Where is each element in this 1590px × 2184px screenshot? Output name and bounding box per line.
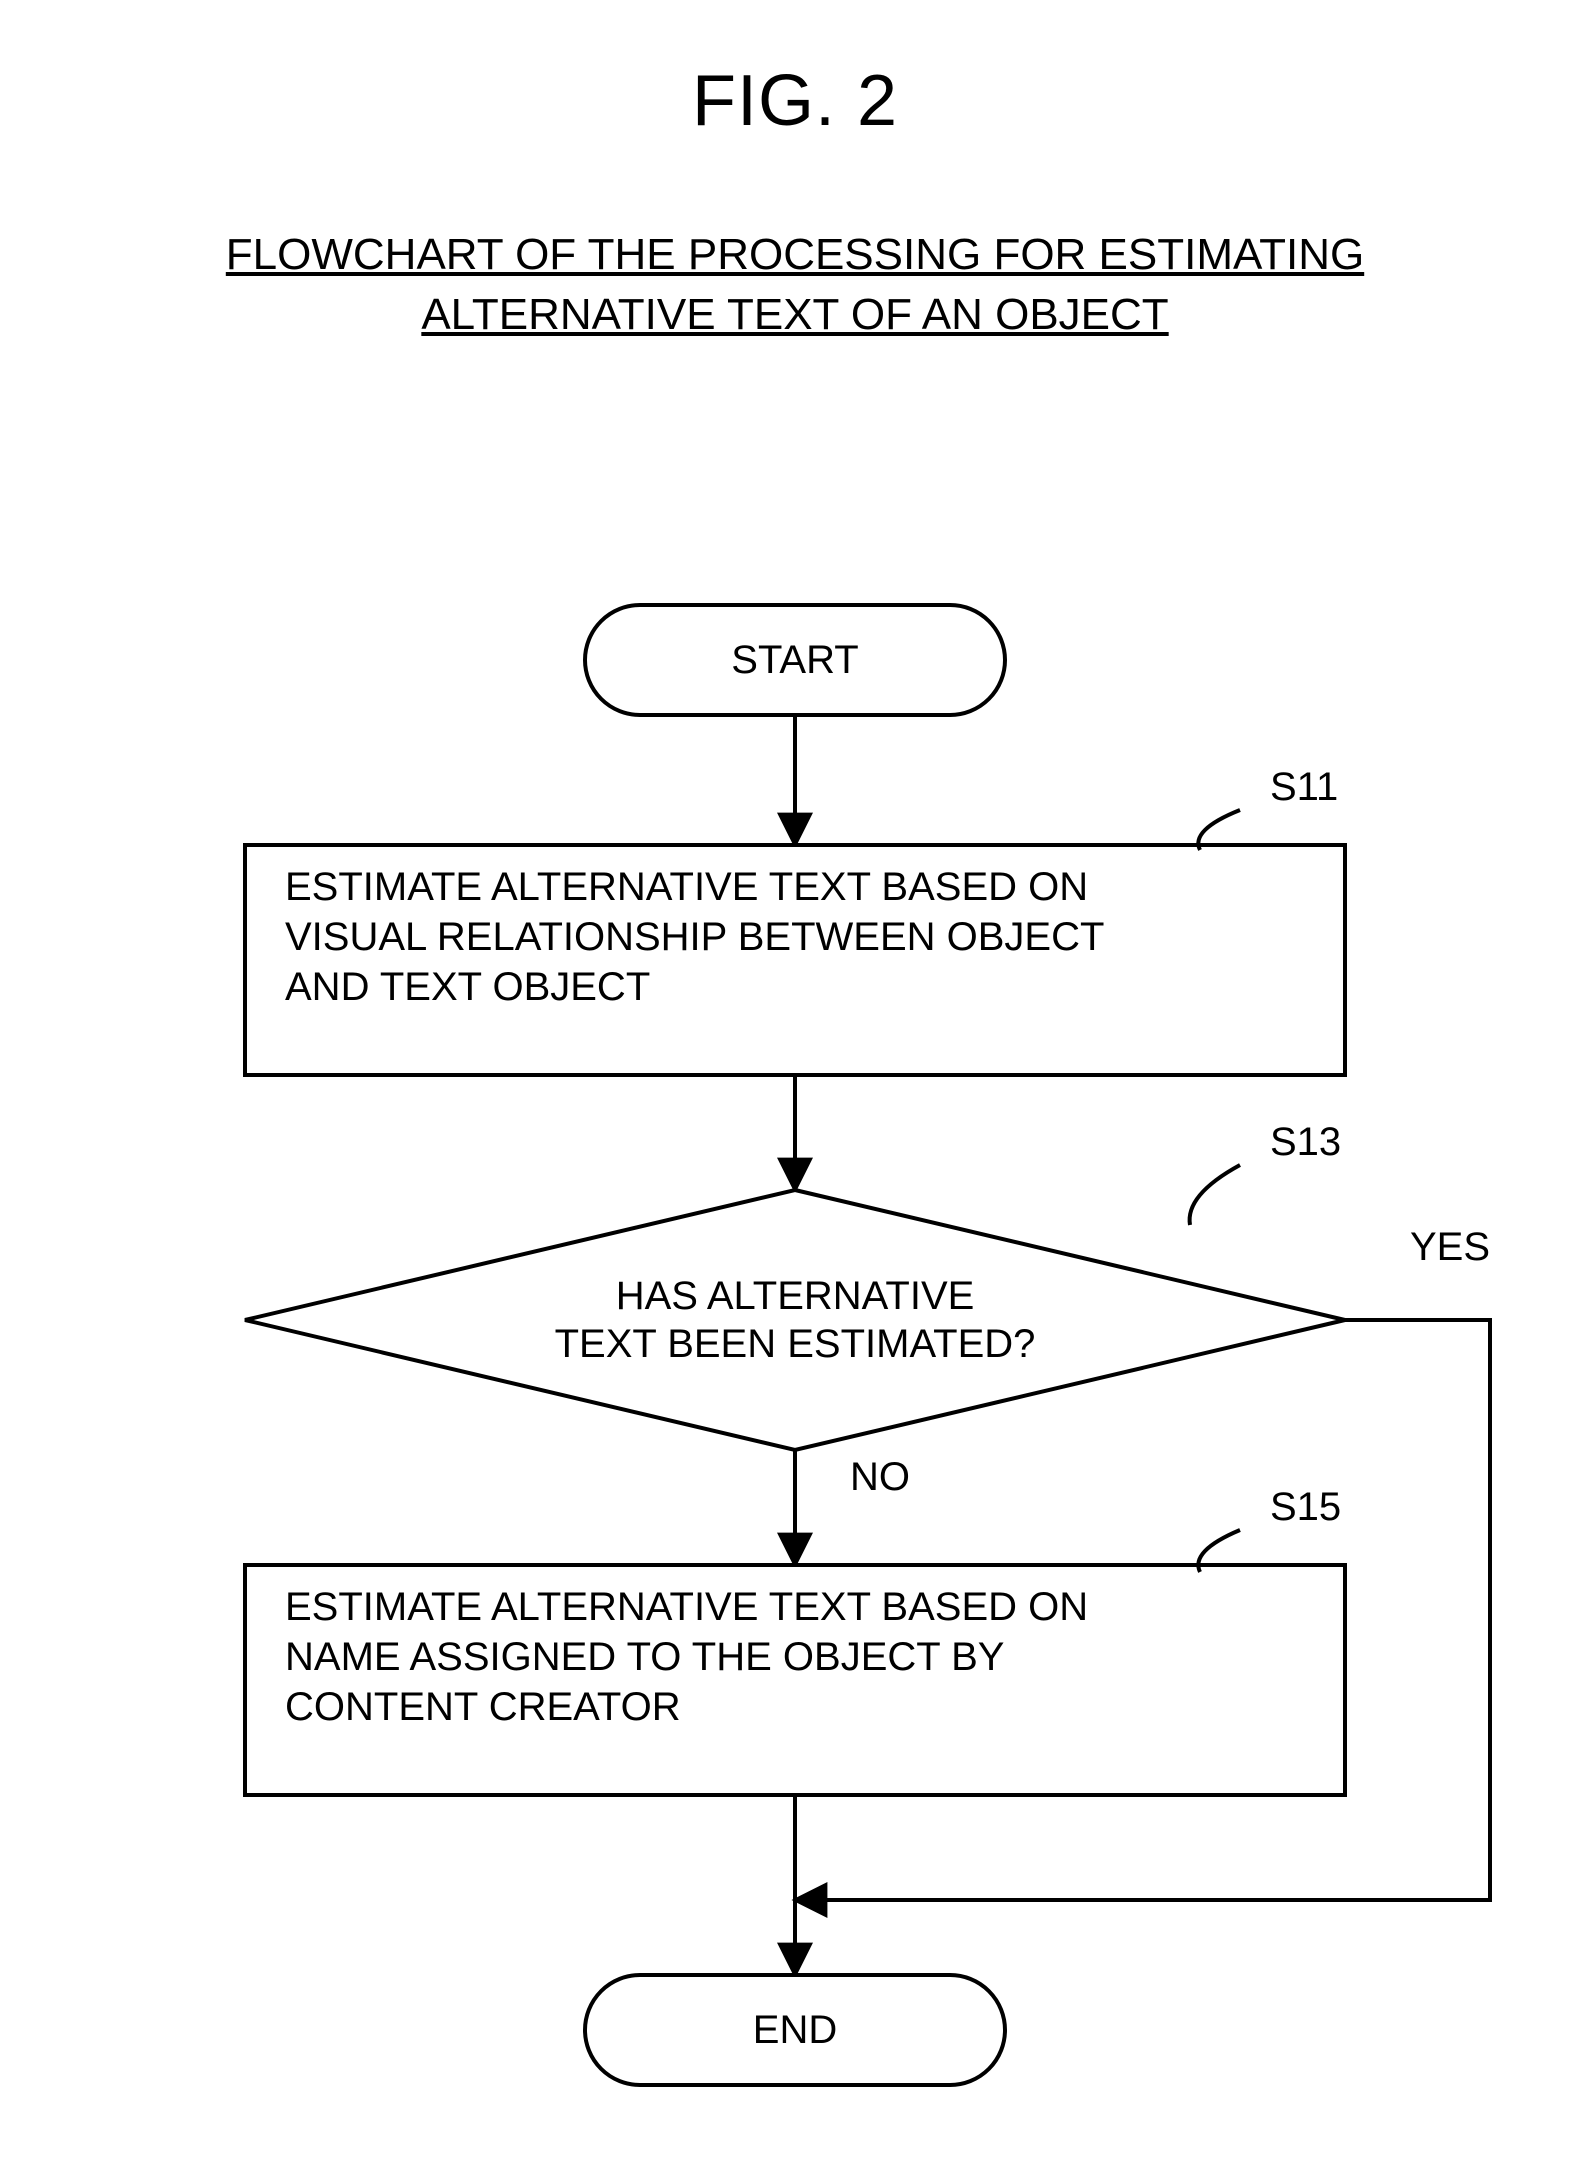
flow-node-s11: ESTIMATE ALTERNATIVE TEXT BASED ON VISUAL…	[245, 845, 1345, 1075]
edge-label: NO	[850, 1455, 910, 1499]
figure-subtitle-line1: FLOWCHART OF THE PROCESSING FOR ESTIMATI…	[0, 230, 1590, 280]
svg-text:HAS ALTERNATIVE: HAS ALTERNATIVE	[616, 1274, 975, 1318]
svg-text:ESTIMATE ALTERNATIVE TEXT BASE: ESTIMATE ALTERNATIVE TEXT BASED ON	[285, 1585, 1088, 1629]
edge-label: YES	[1410, 1225, 1490, 1269]
flow-node-end: END	[585, 1975, 1005, 2085]
svg-text:CONTENT CREATOR: CONTENT CREATOR	[285, 1685, 681, 1729]
svg-text:NAME ASSIGNED TO THE OBJECT BY: NAME ASSIGNED TO THE OBJECT BY	[285, 1635, 1004, 1679]
svg-text:ESTIMATE ALTERNATIVE TEXT BASE: ESTIMATE ALTERNATIVE TEXT BASED ON	[285, 865, 1088, 909]
svg-text:VISUAL RELATIONSHIP BETWEEN OB: VISUAL RELATIONSHIP BETWEEN OBJECT	[285, 915, 1104, 959]
ref-label: S13	[1270, 1120, 1341, 1164]
flow-node-s13: HAS ALTERNATIVETEXT BEEN ESTIMATED?	[245, 1190, 1345, 1450]
svg-text:END: END	[753, 2008, 837, 2052]
svg-text:START: START	[731, 638, 858, 682]
ref-label: S11	[1270, 765, 1338, 809]
flow-node-start: START	[585, 605, 1005, 715]
ref-leader	[1190, 1165, 1240, 1225]
flow-node-s15: ESTIMATE ALTERNATIVE TEXT BASED ON NAME A…	[245, 1565, 1345, 1795]
svg-text:TEXT BEEN ESTIMATED?: TEXT BEEN ESTIMATED?	[555, 1322, 1036, 1366]
svg-text:AND TEXT OBJECT: AND TEXT OBJECT	[285, 965, 650, 1009]
ref-label: S15	[1270, 1485, 1341, 1529]
figure-title: FIG. 2	[0, 60, 1590, 142]
figure-subtitle-line2: ALTERNATIVE TEXT OF AN OBJECT	[0, 290, 1590, 340]
